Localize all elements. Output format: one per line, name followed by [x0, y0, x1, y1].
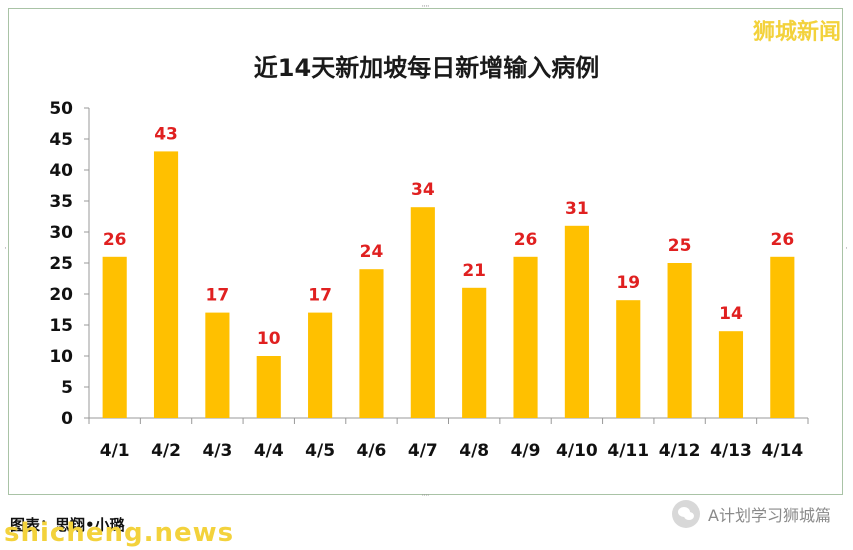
x-tick-label: 4/11	[607, 441, 649, 461]
data-label: 43	[154, 124, 178, 144]
x-tick-label: 4/14	[761, 441, 803, 461]
watermark-top: 狮城新闻	[752, 20, 841, 45]
bar	[102, 256, 127, 418]
chart-title: 近14天新加坡每日新增输入病例	[253, 54, 600, 82]
data-label: 19	[616, 273, 640, 293]
bar	[256, 356, 281, 418]
data-label: 21	[462, 261, 486, 281]
bar	[462, 287, 487, 418]
data-label: 17	[206, 286, 230, 306]
resize-handle-top[interactable]: ····	[421, 2, 429, 12]
bar	[667, 263, 692, 418]
wechat-icon	[672, 500, 701, 528]
bar	[205, 312, 230, 418]
x-tick-label: 4/8	[459, 441, 489, 461]
bar	[153, 151, 179, 418]
x-tick-label: 4/13	[710, 441, 752, 461]
y-tick-label: 30	[49, 223, 73, 243]
brand-watermark: shicheng.news	[4, 518, 235, 548]
y-tick-label: 0	[61, 409, 73, 429]
data-label: 31	[565, 199, 589, 219]
y-tick-label: 20	[49, 285, 73, 305]
y-tick-label: 15	[49, 316, 73, 336]
x-tick-label: 4/7	[408, 441, 438, 461]
account-tag: A计划学习狮城篇	[672, 500, 831, 528]
account-name: A计划学习狮城篇	[708, 506, 831, 525]
bar-chart: 0 5 10 15 20 25 30 35 40 45 50 26 4/1 43 4/2 17 4/3 10 4/4…	[49, 99, 809, 461]
y-tick-label: 50	[49, 99, 73, 119]
y-tick-label: 45	[49, 130, 73, 150]
x-tick-label: 4/10	[556, 441, 598, 461]
bar	[359, 269, 384, 418]
x-tick-label: 4/1	[100, 441, 130, 461]
x-tick-label: 4/5	[305, 441, 335, 461]
bar	[564, 225, 589, 418]
y-tick-label: 40	[49, 161, 73, 181]
x-tick-label: 4/4	[254, 441, 284, 461]
data-label: 10	[257, 329, 281, 349]
chart-credit: 图表：思翔•小璐	[10, 516, 125, 534]
data-label: 26	[770, 230, 794, 250]
y-tick-label: 5	[61, 378, 73, 398]
data-label: 26	[514, 230, 538, 250]
x-tick-label: 4/9	[511, 441, 541, 461]
bar	[308, 312, 333, 418]
bar	[513, 256, 538, 418]
x-tick-label: 4/3	[202, 441, 232, 461]
y-tick-label: 10	[49, 347, 73, 367]
data-label: 17	[308, 286, 332, 306]
bar	[718, 331, 744, 418]
x-tick-label: 4/2	[151, 441, 181, 461]
data-label: 14	[719, 304, 743, 324]
data-label: 25	[668, 236, 692, 256]
data-label: 26	[103, 230, 127, 250]
data-label: 34	[411, 180, 435, 200]
bar	[410, 207, 435, 418]
bar	[616, 300, 641, 418]
data-label: 24	[360, 242, 384, 262]
y-tick-label: 25	[49, 254, 73, 274]
resize-handle-bottom[interactable]: ····	[421, 491, 429, 501]
x-tick-label: 4/12	[659, 441, 701, 461]
bar	[770, 256, 795, 418]
x-tick-label: 4/6	[357, 441, 387, 461]
y-tick-label: 35	[49, 192, 73, 212]
resize-handle-left[interactable]: ·	[4, 244, 7, 254]
resize-handle-right[interactable]: ·	[845, 244, 848, 254]
